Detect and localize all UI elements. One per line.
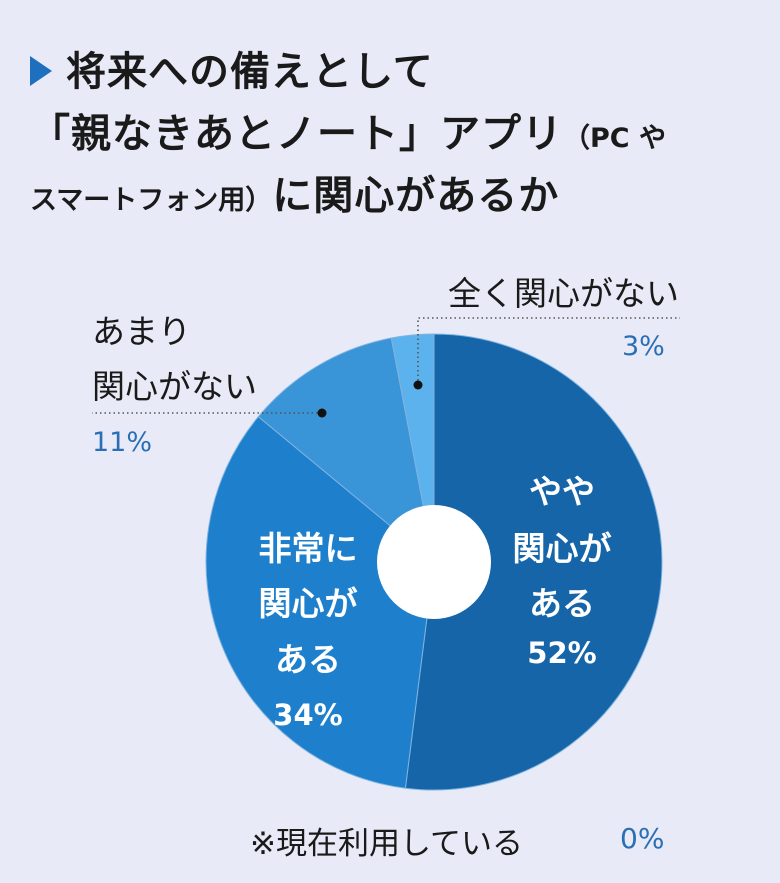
title-line-3-small: スマートフォン用）	[30, 185, 273, 216]
slice-value-yaya: 52%	[527, 636, 596, 670]
donut-hole	[377, 505, 491, 619]
title-line-2: 「親なきあとノート」アプリ（PC や	[30, 108, 666, 165]
footnote-label: ※現在利用している	[250, 826, 524, 862]
slice-label-yaya-3: ある	[529, 584, 595, 623]
slice-label-hijou-1: 非常に	[259, 529, 358, 568]
slice-hijou	[205, 415, 435, 789]
slice-label-amari-2: 関心がない	[92, 367, 257, 406]
triangle-marker-icon	[30, 56, 52, 86]
slice-label-yaya-1: やや	[529, 472, 595, 511]
title-line-3: スマートフォン用）に関心があるか	[30, 170, 559, 227]
slice-label-amari-1: あまり	[92, 312, 191, 351]
slice-label-hijou-2: 関心が	[259, 584, 358, 623]
footnote-value: 0%	[620, 822, 665, 855]
leader-dot-zenzen	[413, 380, 423, 390]
title-line-2-small: （PC や	[563, 123, 667, 154]
title-line-2-main: 「親なきあとノート」アプリ	[30, 111, 563, 157]
slice-label-yaya-2: 関心が	[513, 529, 612, 568]
leader-dot-amari	[317, 408, 327, 418]
slice-zenzen	[390, 333, 435, 563]
slice-label-hijou-3: ある	[275, 640, 341, 679]
slice-value-amari: 11%	[92, 427, 152, 458]
slice-amari	[257, 337, 435, 564]
slice-label-zenzen: 全く関心がない	[448, 274, 679, 313]
title-line-3-main: に関心があるか	[272, 173, 560, 219]
slice-value-zenzen: 3%	[622, 331, 665, 362]
donut-slices	[205, 333, 663, 791]
slice-yaya	[404, 333, 663, 791]
title-line-1: 将来への備えとして	[66, 49, 434, 95]
slice-value-hijou: 34%	[273, 698, 342, 732]
